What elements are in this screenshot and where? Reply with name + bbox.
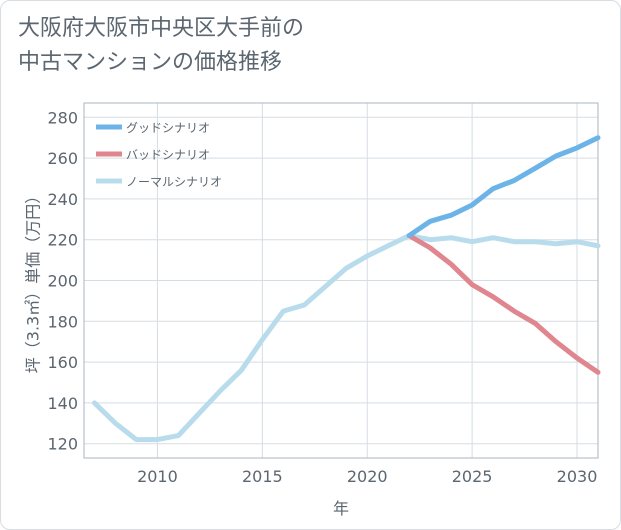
tick-labels: 2010 2015 2020 2025 2030 120 140 160 180 200 220 24… <box>47 108 597 486</box>
x-axis-label: 年 <box>333 499 349 518</box>
series-line-1 <box>406 233 601 375</box>
x-tick-label: 2015 <box>242 467 283 486</box>
plot-border <box>83 102 599 459</box>
y-tick-label: 260 <box>47 149 78 168</box>
series-line-0 <box>406 135 601 239</box>
x-tick-label: 2020 <box>347 467 388 486</box>
chart-title: 大阪府大阪市中央区大手前の 中古マンションの価格推移 <box>18 16 305 75</box>
legend-label: グッドシナリオ <box>126 121 210 135</box>
legend-label: バッドシナリオ <box>126 148 210 162</box>
y-tick-label: 220 <box>47 231 78 250</box>
y-tick-label: 200 <box>47 272 78 291</box>
x-tick-label: 2025 <box>452 467 493 486</box>
y-tick-label: 240 <box>47 190 78 209</box>
y-tick-label: 140 <box>47 394 78 413</box>
grid-lines <box>84 103 598 458</box>
series-line-2 <box>92 233 601 443</box>
y-tick-label: 120 <box>47 435 78 454</box>
series-lines <box>92 135 601 443</box>
x-tick-label: 2010 <box>137 467 178 486</box>
y-tick-label: 180 <box>47 312 78 331</box>
legend-label: ノーマルシナリオ <box>126 175 222 189</box>
x-tick-label: 2030 <box>557 467 598 486</box>
y-tick-label: 280 <box>47 108 78 127</box>
y-axis-label: 坪（3.3㎡）単価（万円） <box>24 188 43 373</box>
y-tick-label: 160 <box>47 353 78 372</box>
